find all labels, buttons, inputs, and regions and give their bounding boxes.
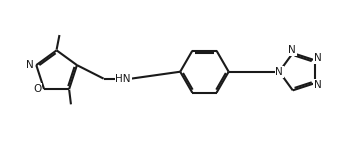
Text: N: N <box>275 67 283 77</box>
Text: N: N <box>288 45 296 55</box>
Text: N: N <box>26 60 33 70</box>
Text: O: O <box>33 84 41 94</box>
Text: N: N <box>314 80 321 90</box>
Text: N: N <box>314 53 321 63</box>
Text: HN: HN <box>116 74 131 84</box>
